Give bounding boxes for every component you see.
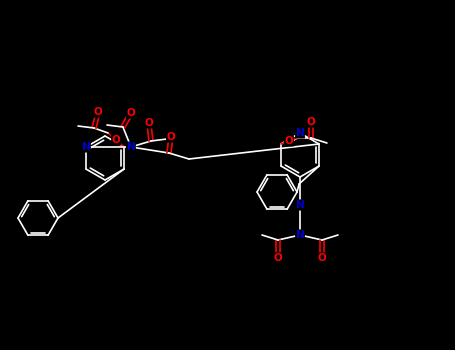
Text: O: O (167, 132, 175, 142)
Text: N: N (126, 142, 135, 152)
Text: O: O (273, 253, 283, 263)
Text: N: N (296, 128, 304, 138)
Text: O: O (307, 117, 315, 127)
Text: O: O (111, 135, 121, 145)
Text: O: O (318, 253, 326, 263)
Text: O: O (145, 118, 153, 128)
Text: N: N (296, 230, 304, 240)
Text: O: O (126, 108, 135, 118)
Text: O: O (284, 136, 293, 146)
Text: N: N (296, 200, 304, 210)
Text: N: N (81, 142, 91, 152)
Text: O: O (94, 107, 102, 117)
